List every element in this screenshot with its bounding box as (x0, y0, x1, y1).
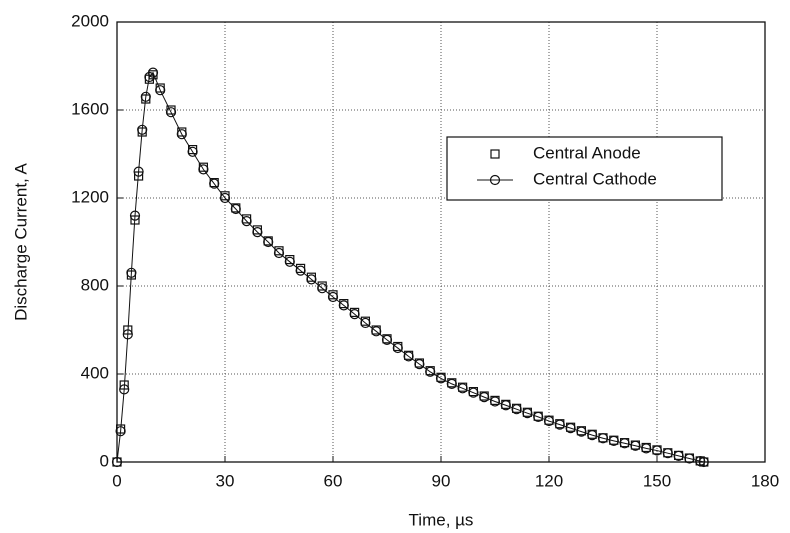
marker (349, 309, 360, 320)
y-tick-label: 1200 (71, 187, 109, 206)
marker (155, 85, 166, 96)
x-tick-label: 30 (216, 471, 235, 490)
marker (263, 236, 274, 248)
marker (252, 227, 263, 238)
marker (273, 247, 285, 259)
marker (284, 256, 295, 267)
y-tick-label: 400 (81, 363, 109, 382)
marker (641, 443, 652, 454)
x-tick-label: 60 (324, 471, 343, 490)
marker (338, 300, 349, 311)
x-tick-label: 90 (432, 471, 451, 490)
marker (241, 216, 252, 227)
marker (435, 373, 447, 384)
y-tick-label: 1600 (71, 99, 109, 118)
marker (122, 329, 133, 340)
x-tick-label: 0 (112, 471, 121, 490)
x-tick-label: 180 (751, 471, 779, 490)
marker (360, 317, 371, 329)
y-axis-label: Discharge Current, A (11, 162, 30, 320)
marker (187, 146, 198, 157)
marker (209, 178, 220, 189)
marker (198, 164, 209, 175)
marker (425, 366, 436, 377)
marker (619, 438, 630, 449)
marker (381, 334, 393, 345)
marker (317, 283, 328, 294)
marker (295, 265, 306, 276)
marker (468, 387, 479, 398)
legend-label: Central Anode (533, 143, 641, 162)
marker (500, 400, 511, 411)
marker (414, 359, 425, 370)
y-tick-label: 800 (81, 275, 109, 294)
legend-marker (489, 174, 501, 186)
marker (119, 384, 130, 395)
marker (327, 291, 339, 303)
marker (662, 448, 673, 459)
legend-box (446, 136, 723, 201)
x-axis-label: Time, µs (409, 510, 474, 529)
marker (479, 392, 490, 403)
legend-label: Central Cathode (533, 169, 657, 188)
marker (543, 415, 555, 427)
marker (597, 433, 609, 444)
marker (684, 453, 695, 464)
marker (587, 430, 598, 441)
marker (576, 426, 587, 437)
y-tick-label: 2000 (71, 11, 109, 30)
marker (147, 67, 159, 78)
marker (140, 91, 151, 102)
marker (489, 396, 501, 407)
marker (511, 404, 522, 415)
marker (522, 408, 533, 419)
plot-frame (116, 21, 766, 463)
marker (673, 450, 684, 461)
legend-marker (490, 149, 500, 159)
marker (129, 210, 141, 221)
marker (554, 419, 565, 430)
marker (133, 166, 144, 177)
marker (219, 192, 231, 204)
x-tick-label: 120 (535, 471, 563, 490)
marker (392, 342, 403, 354)
marker (165, 107, 177, 118)
marker (565, 423, 576, 434)
marker (230, 203, 241, 215)
marker (533, 411, 544, 422)
marker (126, 267, 137, 278)
marker (306, 274, 317, 285)
x-tick-label: 150 (643, 471, 671, 490)
marker (446, 378, 457, 389)
marker (111, 456, 123, 468)
y-tick-label: 0 (100, 451, 109, 470)
marker (176, 129, 187, 140)
marker (403, 351, 414, 362)
series-line (116, 71, 704, 463)
marker (651, 445, 663, 456)
marker (698, 456, 709, 468)
marker (608, 435, 619, 446)
marker (371, 326, 382, 337)
marker (457, 383, 468, 394)
marker (695, 456, 706, 467)
marker (630, 440, 641, 451)
marker (137, 124, 148, 135)
marker (115, 426, 126, 437)
